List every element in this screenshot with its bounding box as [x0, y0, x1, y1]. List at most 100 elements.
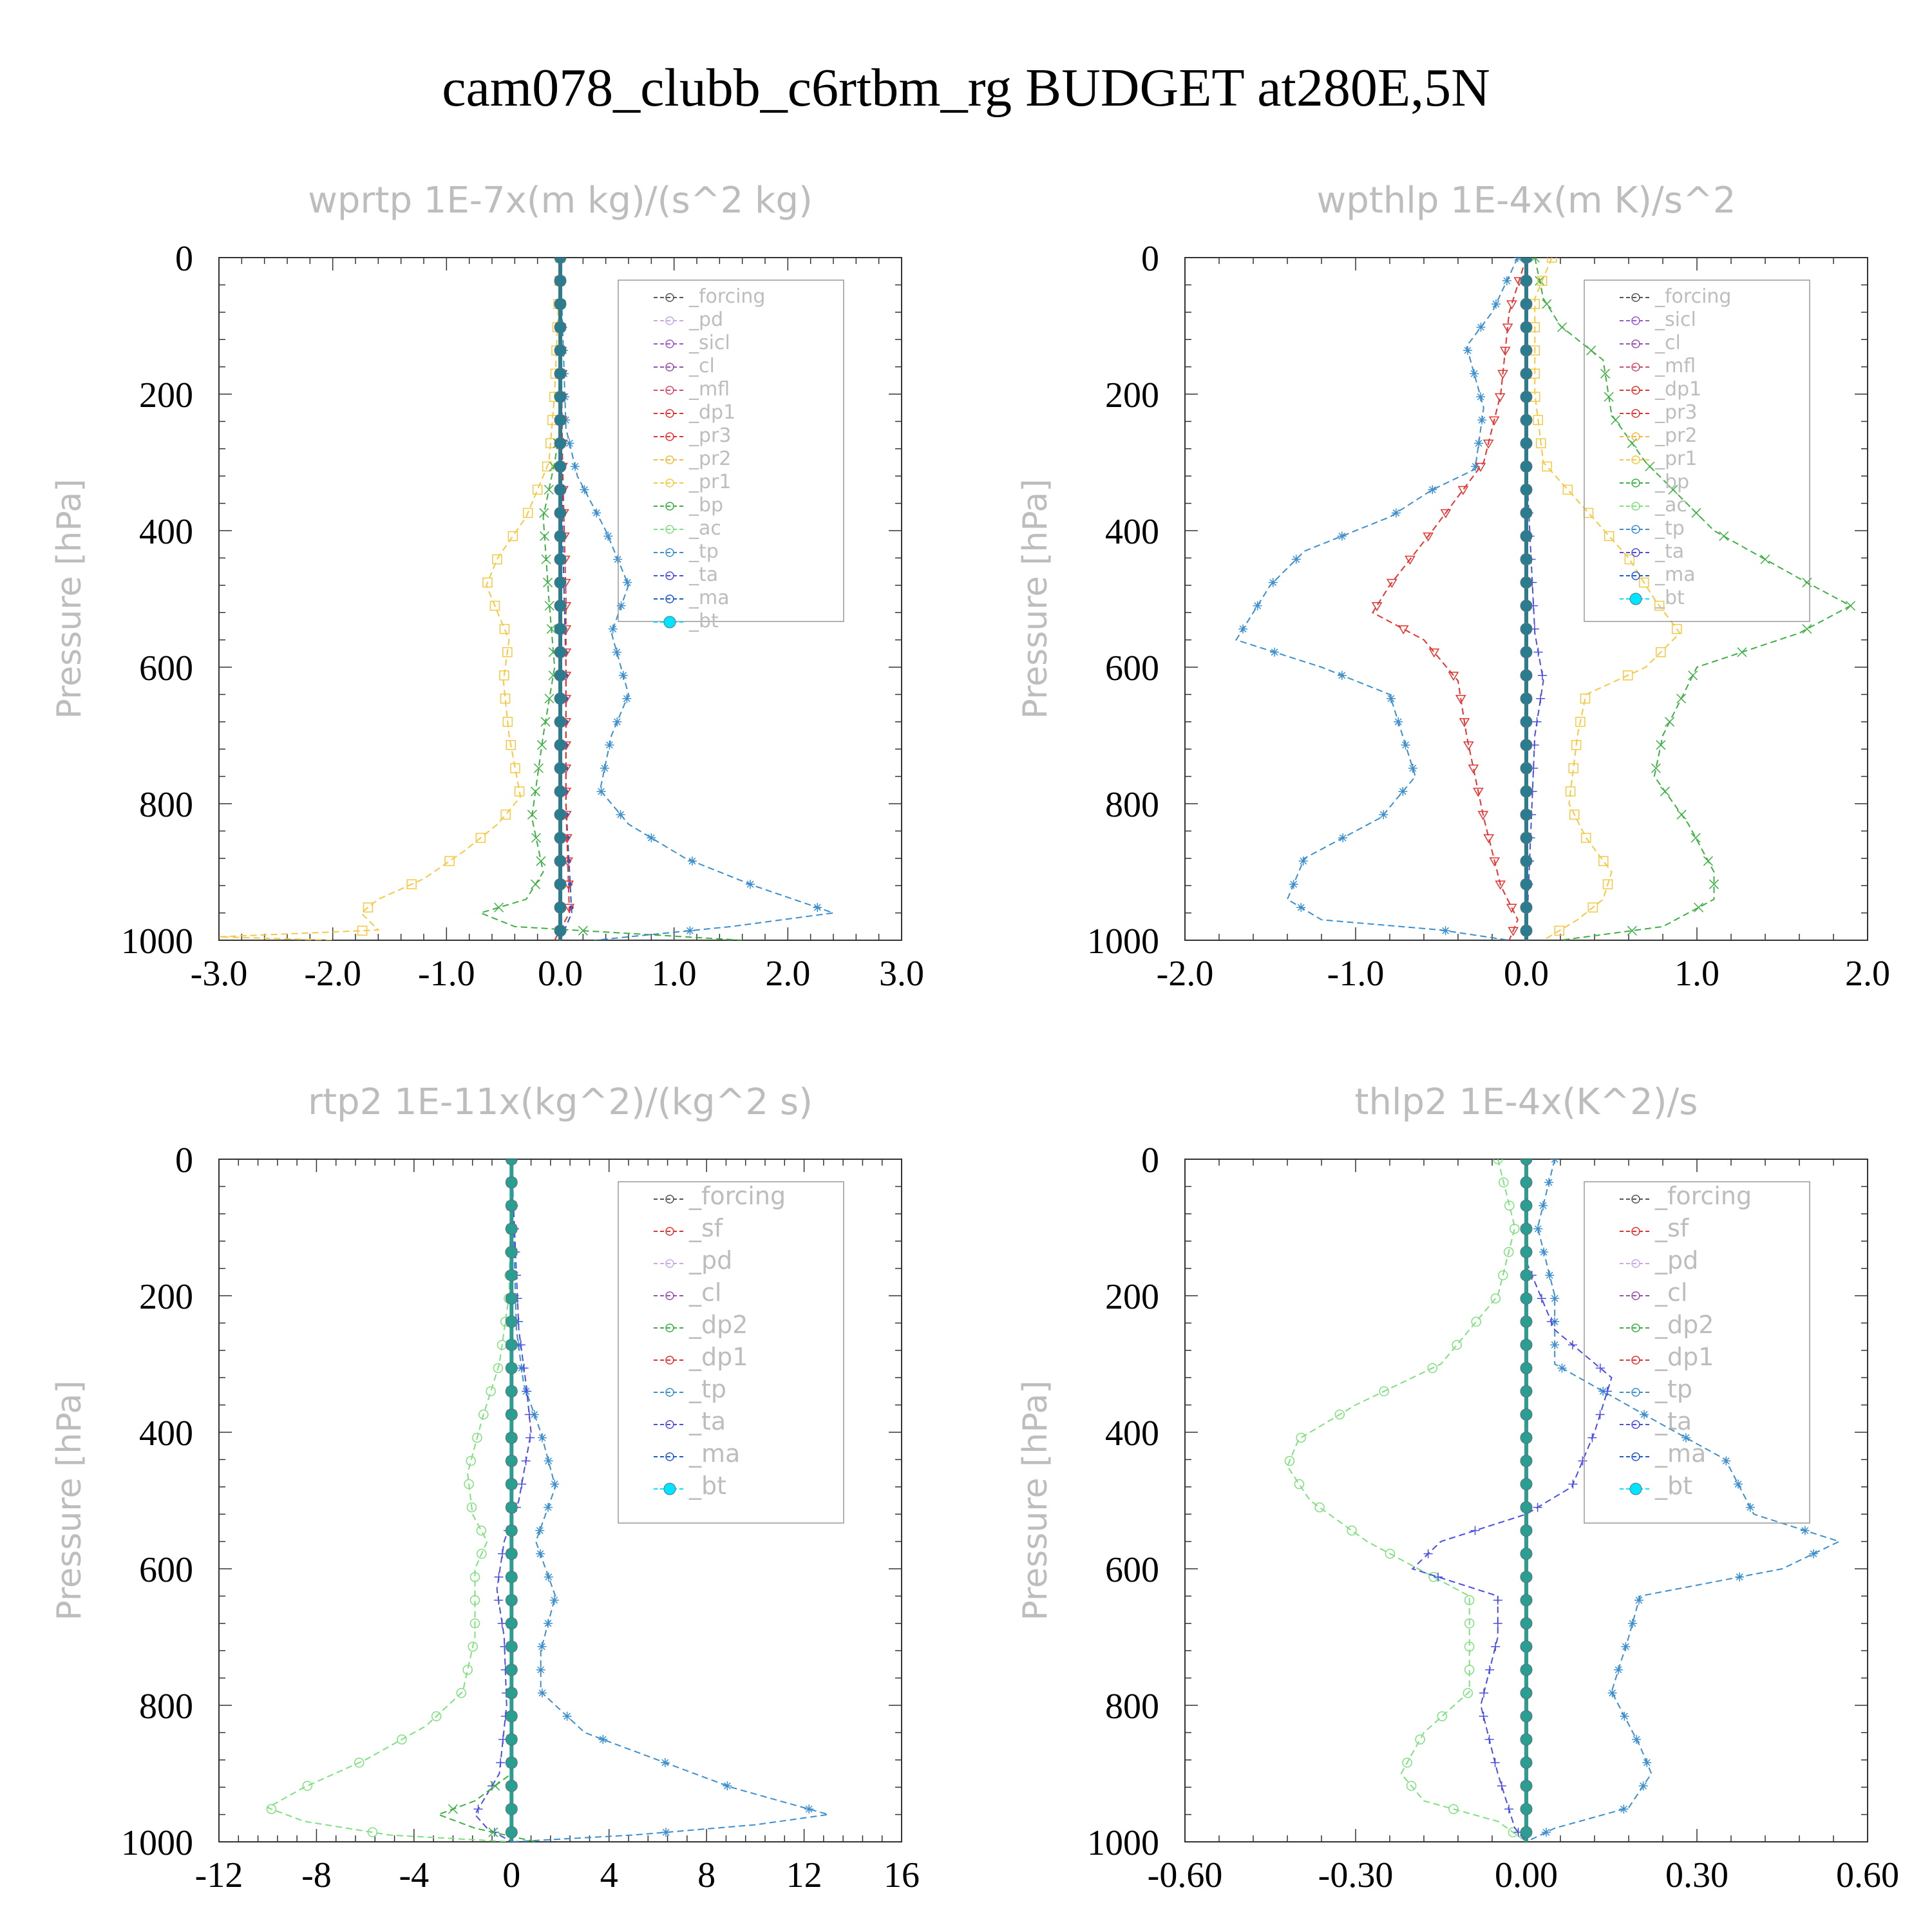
data-point — [1520, 1803, 1533, 1815]
data-point — [1520, 1159, 1533, 1166]
legend-marker — [1631, 502, 1640, 511]
data-point — [1289, 880, 1298, 889]
data-point — [505, 1338, 518, 1351]
data-point — [1337, 670, 1347, 680]
y-tick-label: 800 — [139, 785, 193, 825]
legend-marker — [665, 1420, 674, 1429]
data-point — [1520, 901, 1533, 914]
plot-area — [1235, 258, 1856, 940]
data-point — [1737, 647, 1747, 658]
data-point — [1530, 258, 1540, 263]
data-point — [527, 810, 537, 820]
legend-entry: _bt — [1654, 1472, 1692, 1500]
data-point — [1602, 879, 1613, 889]
data-point — [505, 1733, 518, 1746]
data-point — [554, 901, 567, 914]
data-point — [506, 740, 516, 750]
data-point — [498, 1549, 507, 1558]
legend-entry: _dp2 — [1654, 1311, 1714, 1339]
data-point — [1520, 762, 1533, 775]
data-point — [1536, 438, 1546, 449]
y-tick-label: 800 — [139, 1687, 193, 1727]
data-point — [505, 1361, 518, 1374]
data-point — [444, 856, 455, 866]
data-point — [804, 1804, 814, 1814]
legend-marker — [663, 1482, 676, 1495]
panel-title: wpthlp 1E-4x(m K)/s^2 — [1316, 180, 1736, 222]
data-point — [1676, 810, 1687, 820]
data-point — [1502, 276, 1511, 286]
data-point — [1270, 647, 1280, 657]
data-point — [1624, 554, 1635, 565]
data-point — [1520, 1292, 1533, 1305]
plot-area — [219, 258, 834, 940]
data-point — [1760, 554, 1770, 565]
data-point — [1691, 507, 1701, 518]
legend-marker — [1631, 386, 1640, 395]
data-point — [490, 1781, 500, 1791]
panel-title: thlp2 1E-4x(K^2)/s — [1355, 1081, 1698, 1123]
data-point — [1464, 1618, 1475, 1629]
data-point — [1379, 810, 1388, 819]
data-point — [1508, 927, 1519, 936]
data-point — [1520, 437, 1533, 450]
data-point — [544, 694, 554, 704]
data-point — [510, 763, 520, 773]
data-point — [1541, 1828, 1551, 1837]
data-point — [544, 1456, 553, 1466]
data-point — [1554, 925, 1564, 936]
legend-entry: _mfl — [1654, 355, 1696, 377]
y-tick-label: 800 — [1105, 1687, 1159, 1727]
data-point — [516, 1340, 526, 1350]
data-point — [1539, 1201, 1548, 1211]
data-point — [622, 694, 632, 703]
data-point — [1533, 647, 1543, 657]
data-point — [448, 1804, 458, 1814]
data-point — [1587, 902, 1598, 913]
legend-entry: _ma — [1654, 564, 1696, 586]
series-line — [474, 1159, 532, 1842]
data-point — [647, 833, 656, 842]
data-point — [505, 1524, 518, 1537]
data-point — [1434, 1572, 1443, 1582]
data-point — [1520, 258, 1533, 264]
data-point — [1489, 857, 1501, 867]
series-line — [1534, 258, 1852, 940]
data-point — [1668, 484, 1678, 495]
data-point — [1694, 902, 1704, 913]
data-point — [1809, 1549, 1819, 1558]
data-point — [1291, 554, 1301, 564]
data-point — [550, 1479, 560, 1489]
data-point — [536, 856, 546, 866]
legend-entry: _bt — [688, 1472, 726, 1500]
data-point — [1688, 670, 1698, 681]
data-point — [554, 437, 567, 450]
data-point — [537, 1642, 547, 1651]
data-point — [529, 1410, 539, 1419]
data-point — [1520, 623, 1533, 636]
data-point — [1520, 1385, 1533, 1397]
data-point — [1520, 344, 1533, 357]
legend-marker — [665, 1356, 674, 1365]
legend-marker — [665, 409, 674, 418]
data-point — [1468, 764, 1479, 774]
data-point — [1802, 578, 1812, 588]
data-point — [605, 740, 614, 750]
legend: _forcing_sicl_cl_mfl_dp1_pr3_pr2_pr1_bp_… — [1584, 279, 1810, 622]
data-point — [608, 624, 618, 634]
legend-marker — [1631, 1388, 1640, 1397]
legend-entry: _dp1 — [688, 401, 735, 424]
legend-marker — [665, 478, 674, 488]
data-point — [1587, 1433, 1597, 1443]
data-point — [524, 1410, 534, 1419]
data-point — [496, 1758, 506, 1768]
data-point — [1614, 1665, 1624, 1674]
series-pr1 — [219, 258, 565, 940]
data-point — [1520, 1431, 1533, 1444]
y-tick-label: 800 — [1105, 785, 1159, 825]
data-point — [1520, 1524, 1533, 1537]
data-point — [1296, 1432, 1306, 1443]
data-point — [1499, 1177, 1509, 1188]
data-point — [554, 924, 567, 937]
y-tick-label: 0 — [175, 1141, 193, 1180]
